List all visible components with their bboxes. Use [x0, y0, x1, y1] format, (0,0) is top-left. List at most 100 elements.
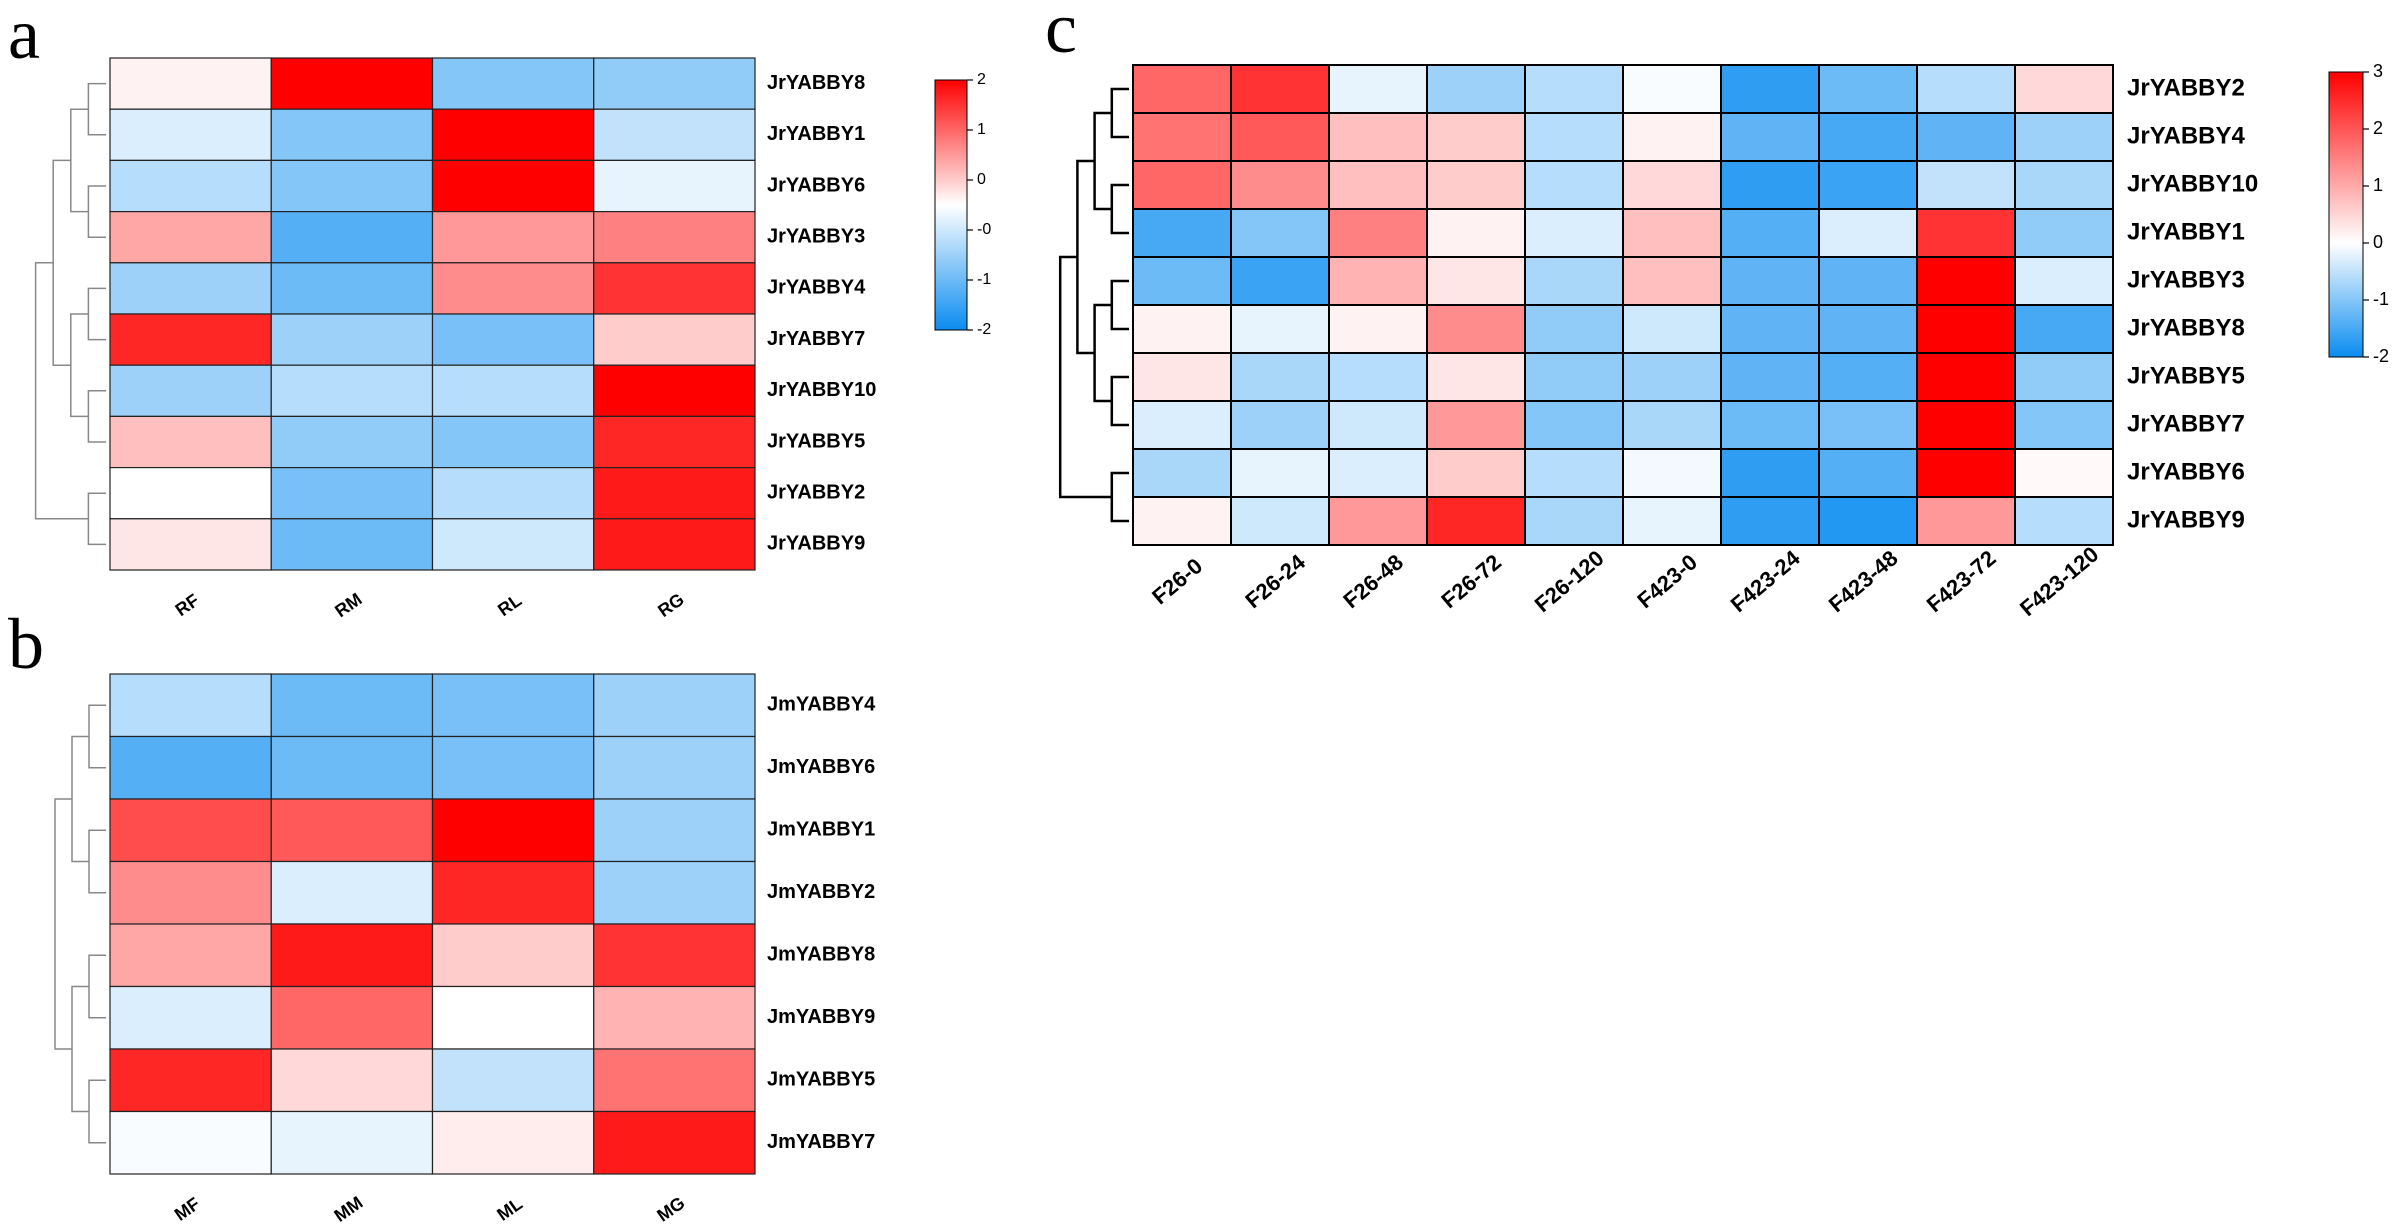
heatmap-cell [1328, 208, 1428, 258]
column-label: MF [171, 1193, 204, 1224]
heatmap-cell [593, 415, 756, 469]
heatmap-cell [1230, 160, 1330, 210]
column-label: RF [172, 590, 203, 620]
column-label: F26-120 [1530, 545, 1609, 617]
heatmap-cell [1328, 64, 1428, 114]
colorbar [934, 79, 968, 331]
heatmap-cell [109, 211, 272, 264]
heatmap-cell [1426, 352, 1526, 402]
row-label: JrYABBY7 [2127, 410, 2245, 437]
heatmap-cell [1524, 400, 1624, 450]
heatmap-cell [109, 518, 272, 571]
column-label: F423-24 [1726, 545, 1805, 617]
colorbar [2328, 71, 2364, 358]
heatmap-cell [1426, 400, 1526, 450]
heatmap-cell [1524, 64, 1624, 114]
heatmap-cell [1132, 496, 1232, 546]
heatmap-cell [109, 860, 272, 925]
heatmap-cell [431, 1048, 595, 1113]
heatmap-cell [431, 673, 595, 738]
heatmap-cell [1524, 160, 1624, 210]
heatmap-cell [1132, 112, 1232, 162]
heatmap-cell [109, 923, 272, 988]
dendrogram-branch [54, 798, 72, 1050]
heatmap-cell [270, 518, 434, 571]
heatmap-cell [1426, 64, 1526, 114]
heatmap-cell [1818, 208, 1918, 258]
row-label: JmYABBY5 [767, 1069, 875, 1091]
heatmap-cell [1818, 112, 1918, 162]
heatmap-cell [593, 211, 756, 264]
heatmap-cell [2014, 256, 2114, 306]
dendrogram-branch [87, 287, 106, 341]
dendrogram-branch [1110, 279, 1129, 331]
heatmap-cell [1622, 160, 1722, 210]
heatmap-cell [1328, 400, 1428, 450]
column-label: F26-48 [1338, 549, 1407, 613]
heatmap-cell [270, 923, 434, 988]
heatmap-cell [1328, 496, 1428, 546]
heatmap-cell [1720, 64, 1820, 114]
colorbar-tick-label: -2 [977, 321, 991, 338]
heatmap-cell [270, 262, 434, 315]
dendrogram-branch [87, 82, 106, 136]
heatmap-cell [431, 1110, 595, 1175]
dendrogram-branch [70, 108, 89, 213]
heatmap-cell [593, 798, 756, 863]
heatmap-cell [270, 108, 434, 161]
row-label: JmYABBY9 [767, 1006, 875, 1028]
heatmap-cell [1720, 256, 1820, 306]
heatmap-cell [1916, 256, 2016, 306]
heatmap-cell [593, 364, 756, 418]
heatmap-cell [1524, 208, 1624, 258]
heatmap-cell [1622, 400, 1722, 450]
dendrogram-branch [1110, 183, 1129, 235]
heatmap-cell [109, 735, 272, 800]
dendrogram-branch [1058, 255, 1112, 499]
row-label: JrYABBY1 [2127, 218, 2245, 245]
heatmap-cell [431, 923, 595, 988]
colorbar-tick-label: 1 [977, 121, 986, 138]
heatmap-cell [2014, 400, 2114, 450]
row-label: JmYABBY2 [767, 881, 875, 903]
row-label: JmYABBY1 [767, 819, 875, 841]
heatmap-cell [431, 467, 595, 520]
heatmap-cell [1524, 448, 1624, 498]
heatmap-cell [109, 159, 272, 213]
heatmap-cell [431, 860, 595, 925]
heatmap-cell [1916, 400, 2016, 450]
row-label: JrYABBY10 [2127, 170, 2258, 197]
dendrogram-branch [1076, 159, 1095, 355]
heatmap-cell [593, 1110, 756, 1175]
heatmap-cell [270, 415, 434, 469]
heatmap-cell [1818, 352, 1918, 402]
heatmap-cell [270, 364, 434, 418]
panel-letter-b: b [8, 604, 44, 684]
heatmap-cell [1720, 496, 1820, 546]
row-label: JrYABBY9 [2127, 506, 2245, 533]
dendrogram-branch [34, 262, 89, 520]
heatmap-cell [1132, 448, 1232, 498]
heatmap-cell [431, 262, 595, 315]
heatmap-cell [1230, 352, 1330, 402]
heatmap-cell [2014, 208, 2114, 258]
heatmap-cell [109, 1048, 272, 1113]
heatmap-cell [1720, 400, 1820, 450]
heatmap-cell [593, 57, 756, 110]
heatmap-cell [270, 313, 434, 366]
row-label: JrYABBY3 [767, 225, 865, 247]
heatmap-cell [1622, 64, 1722, 114]
heatmap-cell [2014, 64, 2114, 114]
dendrogram-branch [87, 492, 106, 546]
heatmap-cell [1328, 160, 1428, 210]
dendrogram-branch [88, 1079, 106, 1144]
dendrogram-branch [88, 829, 106, 894]
colorbar-tick-label: 0 [977, 171, 986, 188]
column-label: F423-48 [1824, 545, 1903, 617]
heatmap-cell [593, 518, 756, 571]
heatmap-cell [1328, 448, 1428, 498]
dendrogram-branch [1093, 111, 1112, 211]
heatmap-cell [1230, 496, 1330, 546]
heatmap-cell [2014, 352, 2114, 402]
